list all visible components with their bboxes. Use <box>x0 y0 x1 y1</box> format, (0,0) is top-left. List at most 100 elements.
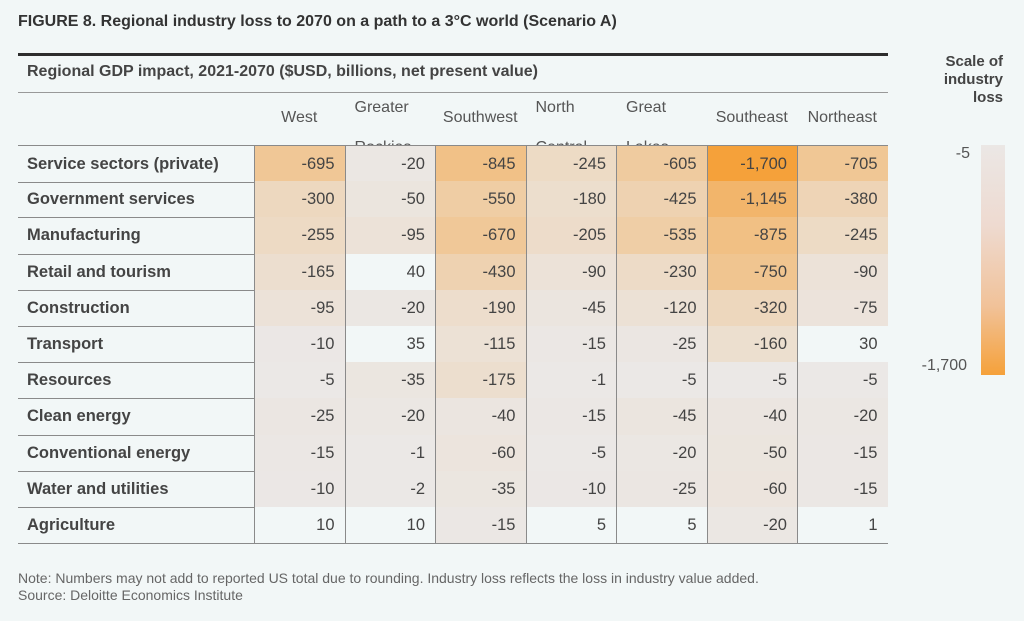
footnote: Note: Numbers may not add to reported US… <box>18 570 759 604</box>
note-text: Note: Numbers may not add to reported US… <box>18 570 759 586</box>
heatmap-cell: -20 <box>616 434 707 471</box>
table-row: Construction -95 -20 -190 -45 -120 -320 -75 <box>18 289 888 327</box>
heatmap-cell: -25 <box>616 470 707 507</box>
heatmap-cell: -10 <box>525 470 616 507</box>
column-header-line: Northeast <box>807 109 877 126</box>
column-header: Northeast <box>797 98 888 138</box>
heatmap-cell: -20 <box>797 398 888 435</box>
column-header: West <box>254 98 345 138</box>
row-label: Water and utilities <box>27 479 169 498</box>
source-text: Source: Deloitte Economics Institute <box>18 587 243 603</box>
heatmap-cell: -50 <box>706 434 797 471</box>
heatmap-cell: 30 <box>797 326 888 363</box>
heatmap-cell: -115 <box>435 326 526 363</box>
heatmap-cell: -670 <box>435 217 526 254</box>
heatmap-cell: -40 <box>706 398 797 435</box>
heatmap-cell: -1,700 <box>706 146 797 183</box>
heatmap-cell: -5 <box>706 362 797 399</box>
row-label: Conventional energy <box>27 443 191 462</box>
scale-max-label: -1,700 <box>921 357 967 374</box>
heatmap-cell: -175 <box>435 362 526 399</box>
heatmap-cell: -5 <box>616 362 707 399</box>
column-header-line: West <box>281 109 318 126</box>
table-row: Service sectors (private) -695 -20 -845 -245… <box>18 145 888 184</box>
heatmap-cell: -180 <box>525 181 616 218</box>
heatmap-cell: -300 <box>254 181 345 218</box>
row-label: Agriculture <box>27 516 116 534</box>
heatmap-cell: -20 <box>344 398 435 435</box>
heatmap-cell: -1,145 <box>706 181 797 218</box>
heatmap-cell: -750 <box>706 253 797 290</box>
chart-title: Regional GDP impact, 2021-2070 ($USD, bi… <box>27 63 538 80</box>
heatmap-cell: 5 <box>525 507 616 544</box>
column-header: GreaterRockies <box>354 98 436 156</box>
heatmap-cell: -45 <box>616 398 707 435</box>
heatmap-cell: -20 <box>344 146 435 183</box>
heatmap-cell: -15 <box>254 434 345 471</box>
row-label: Manufacturing <box>27 226 141 245</box>
heatmap-cell: -550 <box>435 181 526 218</box>
heatmap-cell: -245 <box>525 146 616 183</box>
heatmap-cell: -40 <box>435 398 526 435</box>
color-scale-bar <box>981 145 1005 375</box>
heatmap-cell: -10 <box>254 326 345 363</box>
heatmap-cell: -190 <box>435 289 526 326</box>
heatmap-cell: -35 <box>435 470 526 507</box>
heatmap-cell: -1 <box>525 362 616 399</box>
table-row: Clean energy -25 -20 -40 -15 -45 -40 -20 <box>18 398 888 436</box>
heatmap-cell: -15 <box>435 507 526 544</box>
column-header-line: Greater <box>354 99 409 116</box>
heatmap-cell: -535 <box>616 217 707 254</box>
table-row: Resources -5 -35 -175 -1 -5 -5 -5 <box>18 362 888 400</box>
column-header-line: North <box>535 99 575 116</box>
table-row: Conventional energy -15 -1 -60 -5 -20 -50 -15 <box>18 434 888 472</box>
figure-title: FIGURE 8. Regional industry loss to 2070… <box>18 13 617 30</box>
heatmap-cell: -165 <box>254 253 345 290</box>
heatmap-cell: -605 <box>616 146 707 183</box>
table-row: Transport -10 35 -115 -15 -25 -160 30 <box>18 326 888 364</box>
heatmap-cell: -245 <box>797 217 888 254</box>
column-header: Southeast <box>707 98 798 138</box>
heatmap-cell: 10 <box>254 507 345 544</box>
heatmap-cell: -695 <box>254 146 345 183</box>
table-row: Government services -300 -50 -550 -180 -425 -1… <box>18 181 888 219</box>
heatmap-cell: -5 <box>254 362 345 399</box>
heatmap-cell: 1 <box>797 507 888 544</box>
heatmap-cell: -5 <box>525 434 616 471</box>
heatmap-cell: -25 <box>254 398 345 435</box>
heatmap-cell: -425 <box>616 181 707 218</box>
heatmap-cell: 10 <box>344 507 435 544</box>
heatmap-cell: -160 <box>706 326 797 363</box>
heatmap-cell: -90 <box>525 253 616 290</box>
heatmap-cell: -15 <box>797 470 888 507</box>
column-header: Southwest <box>435 98 526 138</box>
heatmap-cell: -20 <box>344 289 435 326</box>
heatmap-cell: -205 <box>525 217 616 254</box>
heatmap-cell: -75 <box>797 289 888 326</box>
heatmap-cell: 35 <box>344 326 435 363</box>
heatmap-cell: -10 <box>254 470 345 507</box>
heatmap-cell: -120 <box>616 289 707 326</box>
heatmap-cell: 5 <box>616 507 707 544</box>
heatmap-cell: -320 <box>706 289 797 326</box>
title-rule <box>18 53 888 56</box>
heatmap-cell: -15 <box>797 434 888 471</box>
row-label: Retail and tourism <box>27 262 171 281</box>
scale-min-label: -5 <box>955 145 970 162</box>
heatmap-cell: -230 <box>616 253 707 290</box>
row-label: Service sectors (private) <box>27 155 219 173</box>
heatmap-cell: -20 <box>706 507 797 544</box>
column-header: GreatLakes <box>626 98 707 156</box>
heatmap-cell: -2 <box>344 470 435 507</box>
row-label: Resources <box>27 371 112 390</box>
scale-title: Scale of industry loss <box>943 53 1003 106</box>
heatmap-cell: -875 <box>706 217 797 254</box>
heatmap-cell: -50 <box>344 181 435 218</box>
heatmap-cell: -15 <box>525 398 616 435</box>
heatmap-cell: -35 <box>344 362 435 399</box>
column-header-line: Great <box>626 99 667 116</box>
heatmap-cell: -1 <box>344 434 435 471</box>
heatmap-cell: 40 <box>344 253 435 290</box>
column-header: NorthCentral <box>535 98 617 156</box>
heatmap-cell: -95 <box>344 217 435 254</box>
